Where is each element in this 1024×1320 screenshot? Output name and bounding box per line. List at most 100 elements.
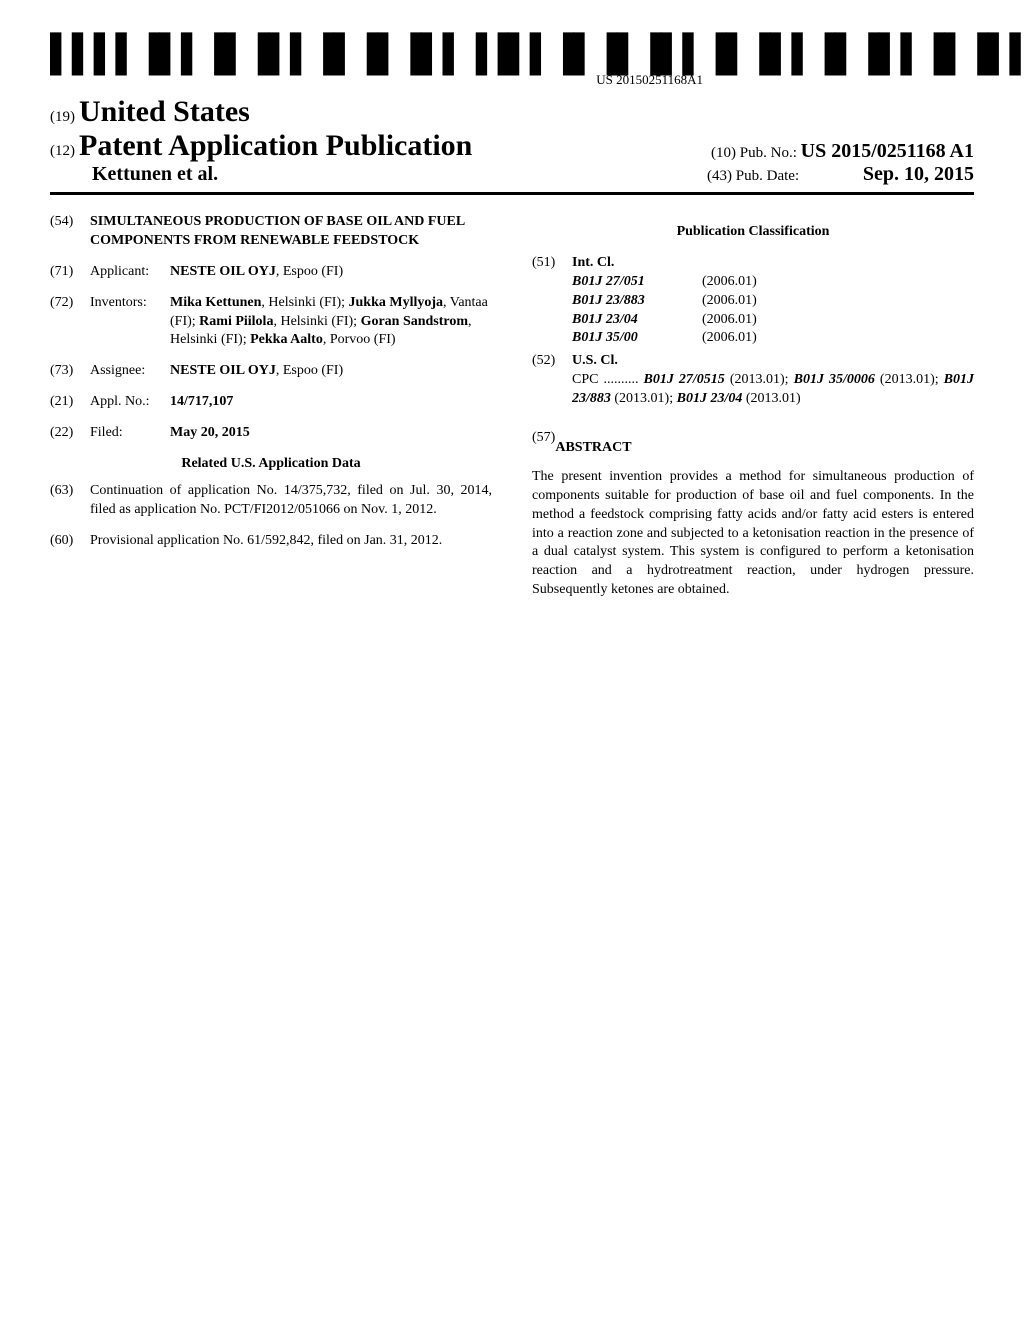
classification-header: Publication Classification [532,223,974,242]
intcl-body: Int. Cl. B01J 27/051(2006.01)B01J 23/883… [572,254,974,348]
applicant-body: NESTE OIL OYJ, Espoo (FI) [170,263,492,282]
intcl-year: (2006.01) [702,329,757,348]
inventor-sep: , Porvoo (FI) [323,332,396,347]
title: SIMULTANEOUS PRODUCTION OF BASE OIL AND … [90,213,492,251]
inventor-name: Mika Kettunen [170,295,261,310]
intcl-label: Int. Cl. [572,254,974,273]
barcode: ▌▌▌▌▐▌▌▐▌▐▌▌▐▌▐▌▐▌▌▐▐▌▌▐▌▐▌▐▌▌▐▌▐▌▌▐▌▐▌▌… [50,40,1024,88]
intcl-row: B01J 23/883(2006.01) [572,292,974,311]
inventor-sep: , Helsinki (FI); [273,314,360,329]
related-header: Related U.S. Application Data [50,455,492,474]
provisional-text: Provisional application No. 61/592,842, … [90,532,492,551]
authors-block: Kettunen et al. [50,163,707,186]
left-col: (54) SIMULTANEOUS PRODUCTION OF BASE OIL… [50,213,492,600]
assignee-code: (73) [50,362,90,381]
uscl-code: (52) [532,352,572,409]
applno-entry: (21) Appl. No.: 14/717,107 [50,393,492,412]
applno-label: Appl. No.: [90,393,170,412]
header-line-3: Kettunen et al. (43) Pub. Date: Sep. 10,… [50,163,974,186]
uscl-label: U.S. Cl. [572,352,974,371]
intcl-list: B01J 27/051(2006.01)B01J 23/883(2006.01)… [572,273,974,349]
assignee-body: NESTE OIL OYJ, Espoo (FI) [170,362,492,381]
abstract-header-row: (57) ABSTRACT [532,429,974,468]
pubdate: Sep. 10, 2015 [863,163,974,185]
intcl-code-value: B01J 23/883 [572,292,702,311]
assignee-name: NESTE OIL OYJ [170,363,276,378]
pub-type: Patent Application Publication [79,129,472,162]
applicant-label: Applicant: [90,263,170,282]
title-entry: (54) SIMULTANEOUS PRODUCTION OF BASE OIL… [50,213,492,251]
intcl-code-value: B01J 35/00 [572,329,702,348]
pubdate-code: (43) [707,168,732,184]
continuation-code: (63) [50,482,90,520]
cpc-code: B01J 27/0515 [644,372,725,387]
two-col: (54) SIMULTANEOUS PRODUCTION OF BASE OIL… [50,213,974,600]
inventor-name: Jukka Myllyoja [349,295,444,310]
inventors-entry: (72) Inventors: Mika Kettunen, Helsinki … [50,294,492,351]
intcl-row: B01J 35/00(2006.01) [572,329,974,348]
filed-label: Filed: [90,424,170,443]
abstract-text: The present invention provides a method … [532,468,974,600]
filed: May 20, 2015 [170,424,492,443]
inventor-sep: , Helsinki (FI); [261,295,348,310]
pubdate-block: (43) Pub. Date: Sep. 10, 2015 [707,163,974,186]
header-line-2: (12) Patent Application Publication (10)… [50,129,974,163]
authors: Kettunen et al. [92,163,218,185]
title-code: (54) [50,213,90,251]
abstract-header: ABSTRACT [555,439,631,458]
pubno: US 2015/0251168 A1 [801,140,974,162]
filed-entry: (22) Filed: May 20, 2015 [50,424,492,443]
pubno-label: Pub. No.: [740,145,797,161]
assignee-entry: (73) Assignee: NESTE OIL OYJ, Espoo (FI) [50,362,492,381]
cpc-year: (2013.01); [725,372,794,387]
barcode-bars: ▌▌▌▌▐▌▌▐▌▐▌▌▐▌▐▌▐▌▌▐▐▌▌▐▌▐▌▐▌▌▐▌▐▌▌▐▌▐▌▌… [50,40,1024,70]
applicant-code: (71) [50,263,90,282]
cpc-prefix: CPC .......... [572,372,644,387]
pubno-code: (10) [711,145,736,161]
barcode-block: ▌▌▌▌▐▌▌▐▌▐▌▌▐▌▐▌▐▌▌▐▐▌▌▐▌▐▌▐▌▌▐▌▐▌▌▐▌▐▌▌… [50,40,944,89]
cpc-year: (2013.01) [742,391,800,406]
inventor-name: Goran Sandstrom [361,314,468,329]
intcl-year: (2006.01) [702,273,757,292]
intcl-entry: (51) Int. Cl. B01J 27/051(2006.01)B01J 2… [532,254,974,348]
intcl-code-value: B01J 27/051 [572,273,702,292]
cpc-code: B01J 23/04 [677,391,743,406]
country: United States [79,95,250,128]
cpc-code: B01J 35/0006 [794,372,875,387]
inventors-code: (72) [50,294,90,351]
country-code: (19) [50,109,75,125]
header-line-1: (19) United States [50,95,974,129]
inventors-body: Mika Kettunen, Helsinki (FI); Jukka Myll… [170,294,492,351]
assignee-loc: , Espoo (FI) [276,363,343,378]
applicant-name: NESTE OIL OYJ [170,264,276,279]
pub-type-block: (12) Patent Application Publication [50,129,711,163]
assignee-label: Assignee: [90,362,170,381]
intcl-year: (2006.01) [702,311,757,330]
continuation-text: Continuation of application No. 14/375,7… [90,482,492,520]
filed-code: (22) [50,424,90,443]
uscl-entry: (52) U.S. Cl. CPC .......... B01J 27/051… [532,352,974,409]
applicant-entry: (71) Applicant: NESTE OIL OYJ, Espoo (FI… [50,263,492,282]
cpc-year: (2013.01); [875,372,944,387]
applicant-loc: , Espoo (FI) [276,264,343,279]
divider [50,192,974,195]
inventors-label: Inventors: [90,294,170,351]
intcl-row: B01J 27/051(2006.01) [572,273,974,292]
inventor-name: Pekka Aalto [250,332,323,347]
intcl-code-value: B01J 23/04 [572,311,702,330]
provisional-entry: (60) Provisional application No. 61/592,… [50,532,492,551]
intcl-code: (51) [532,254,572,348]
continuation-entry: (63) Continuation of application No. 14/… [50,482,492,520]
applno-code: (21) [50,393,90,412]
intcl-row: B01J 23/04(2006.01) [572,311,974,330]
cpc-body: CPC .......... B01J 27/0515 (2013.01); B… [572,371,974,409]
pub-code: (12) [50,143,75,159]
inventor-name: Rami Piilola [199,314,273,329]
intcl-year: (2006.01) [702,292,757,311]
right-col: Publication Classification (51) Int. Cl.… [532,213,974,600]
abstract-code: (57) [532,429,555,468]
pubno-block: (10) Pub. No.: US 2015/0251168 A1 [711,140,974,163]
applno: 14/717,107 [170,393,492,412]
pubdate-label: Pub. Date: [736,168,799,184]
uscl-body: U.S. Cl. CPC .......... B01J 27/0515 (20… [572,352,974,409]
